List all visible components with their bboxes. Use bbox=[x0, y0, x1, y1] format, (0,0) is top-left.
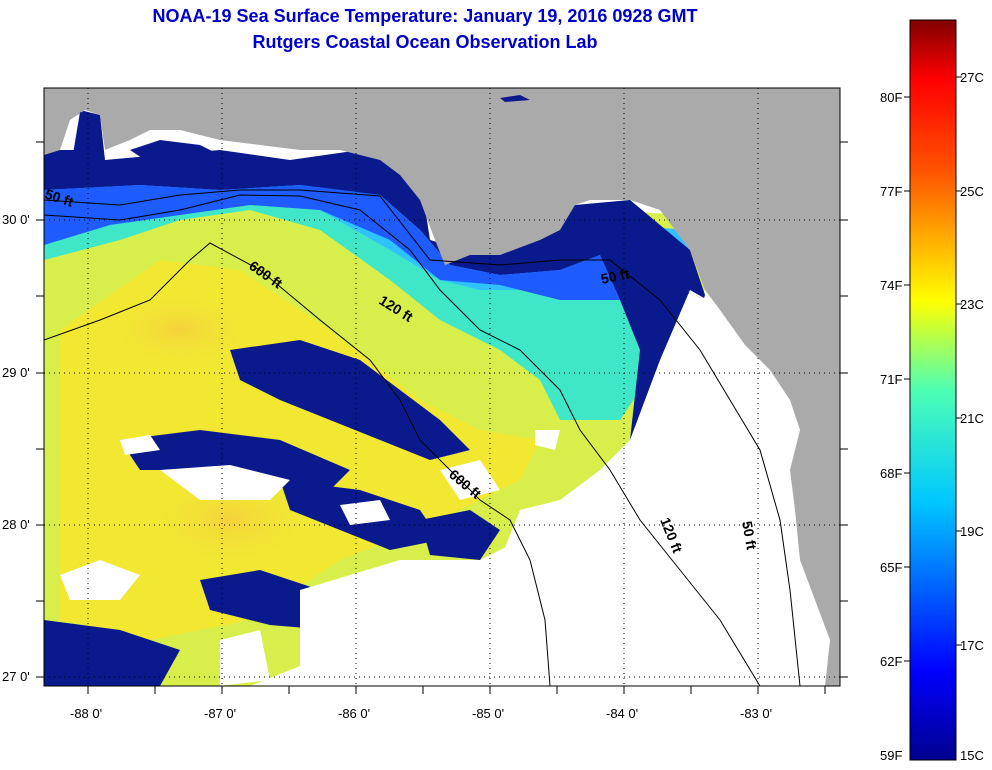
colorbar-c-label: 27C bbox=[960, 70, 984, 85]
colorbar-f-label: 68F bbox=[880, 466, 903, 481]
colorbar-f-label: 62F bbox=[880, 654, 903, 669]
map-title: NOAA-19 Sea Surface Temperature: January… bbox=[152, 6, 698, 26]
warm-patch bbox=[100, 290, 260, 370]
lon-label: -83 0' bbox=[740, 706, 772, 721]
colorbar-f-label: 71F bbox=[880, 372, 903, 387]
colorbar bbox=[909, 19, 957, 761]
colorbar-f-label: 74F bbox=[880, 278, 903, 293]
colorbar-c-label: 21C bbox=[960, 411, 984, 426]
colorbar-c-label: 23C bbox=[960, 297, 984, 312]
bathymetry-contours bbox=[44, 189, 801, 686]
map-border bbox=[43, 87, 841, 687]
bay bbox=[500, 95, 530, 102]
cold-band bbox=[44, 185, 620, 300]
cold-patches bbox=[44, 340, 500, 686]
map-subtitle: Rutgers Coastal Ocean Observation Lab bbox=[252, 32, 598, 52]
cloud-mask bbox=[60, 290, 840, 686]
colorbar-c-label: 25C bbox=[960, 184, 984, 199]
lon-label: -88 0' bbox=[70, 706, 102, 721]
colorbar-f-label: 65F bbox=[880, 560, 903, 575]
contour-label: 50 ft bbox=[739, 520, 760, 551]
lat-label: 27 0' bbox=[2, 669, 30, 684]
contour-label: 50 ft bbox=[599, 265, 631, 287]
bay bbox=[130, 140, 230, 170]
colorbar-f-label: 59F bbox=[880, 748, 903, 763]
colorbar-c-label: 15C bbox=[960, 748, 984, 763]
lat-label: 29 0' bbox=[2, 365, 30, 380]
colorbar-ticks bbox=[904, 76, 962, 662]
land bbox=[44, 88, 840, 686]
colorbar-c-label: 17C bbox=[960, 638, 984, 653]
lat-label: 28 0' bbox=[2, 517, 30, 532]
colorbar-c-label: 19C bbox=[960, 524, 984, 539]
tick-marks bbox=[36, 141, 848, 694]
lat-label: 30 0' bbox=[2, 212, 30, 227]
lon-label: -86 0' bbox=[338, 706, 370, 721]
colorbar-f-label: 77F bbox=[880, 184, 903, 199]
cold-nearshore bbox=[44, 110, 705, 440]
colorbar-f-label: 80F bbox=[880, 90, 903, 105]
lon-label: -85 0' bbox=[472, 706, 504, 721]
lon-label: -87 0' bbox=[204, 706, 236, 721]
lon-label: -84 0' bbox=[606, 706, 638, 721]
bay bbox=[72, 112, 102, 160]
